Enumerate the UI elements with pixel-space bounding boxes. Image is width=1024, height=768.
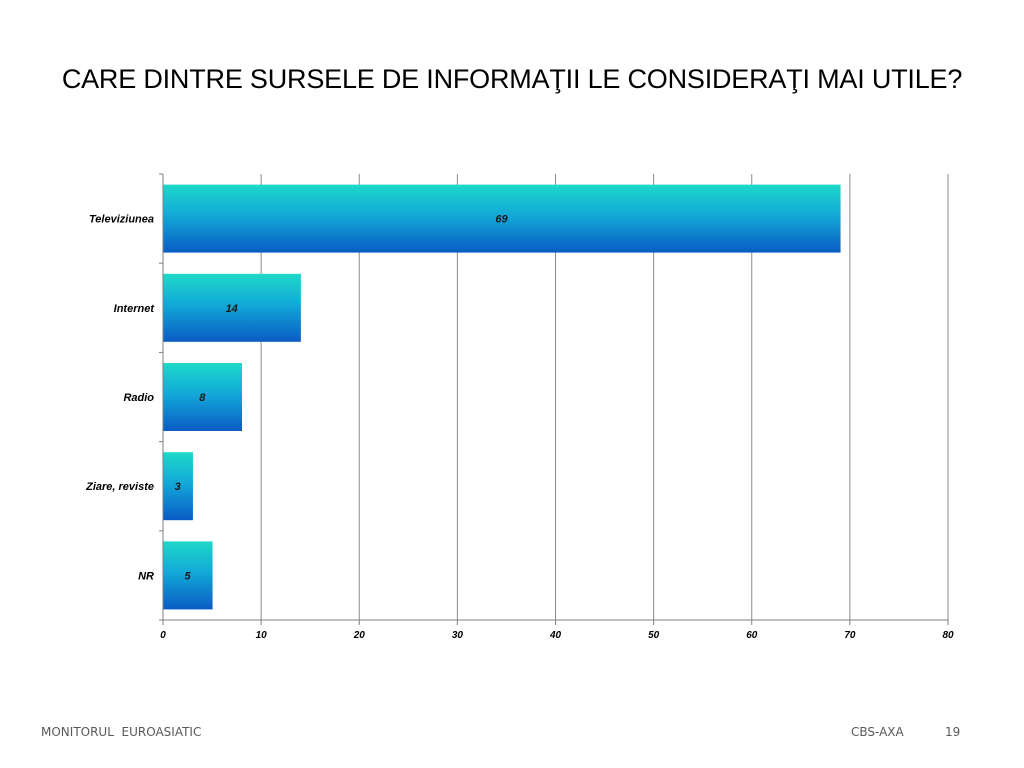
- bar: [163, 452, 193, 521]
- bars: [163, 184, 841, 610]
- y-category-label: Radio: [123, 392, 154, 404]
- y-category-label: Ziare, reviste: [85, 481, 154, 493]
- footer-source: MONITORUL EUROASIATIC: [41, 725, 202, 739]
- bar-data-label: 69: [495, 214, 508, 226]
- x-tick-label: 50: [648, 630, 660, 641]
- footer-author: CBS-AXA: [851, 725, 904, 739]
- bar: [163, 363, 242, 431]
- x-tick-label: 80: [942, 630, 954, 641]
- x-tick-label: 70: [844, 630, 856, 641]
- bar-data-label: 8: [199, 392, 206, 404]
- bar-data-label: 5: [184, 570, 191, 582]
- bar: [163, 184, 841, 253]
- x-tick-label: 0: [160, 630, 166, 641]
- slide-title: CARE DINTRE SURSELE DE INFORMAŢII LE CON…: [61, 64, 963, 94]
- bar: [163, 541, 213, 610]
- y-category-label: NR: [138, 570, 154, 582]
- page-number: 19: [945, 725, 961, 739]
- x-tick-label: 20: [353, 630, 366, 641]
- y-category-label: Televiziunea: [89, 214, 154, 226]
- x-tick-label: 60: [746, 630, 758, 641]
- y-category-label: Internet: [114, 303, 156, 315]
- labels: 0 10 20 30 40 50 60 70 80 Televiziunea 69 Internet 1…: [85, 214, 954, 641]
- x-tick-label: 40: [549, 630, 562, 641]
- bar-data-label: 3: [175, 481, 181, 493]
- axes: [159, 173, 949, 625]
- bar-data-label: 14: [226, 303, 238, 315]
- x-tick-label: 10: [256, 630, 268, 641]
- x-tick-label: 30: [452, 630, 464, 641]
- bar: [163, 273, 301, 342]
